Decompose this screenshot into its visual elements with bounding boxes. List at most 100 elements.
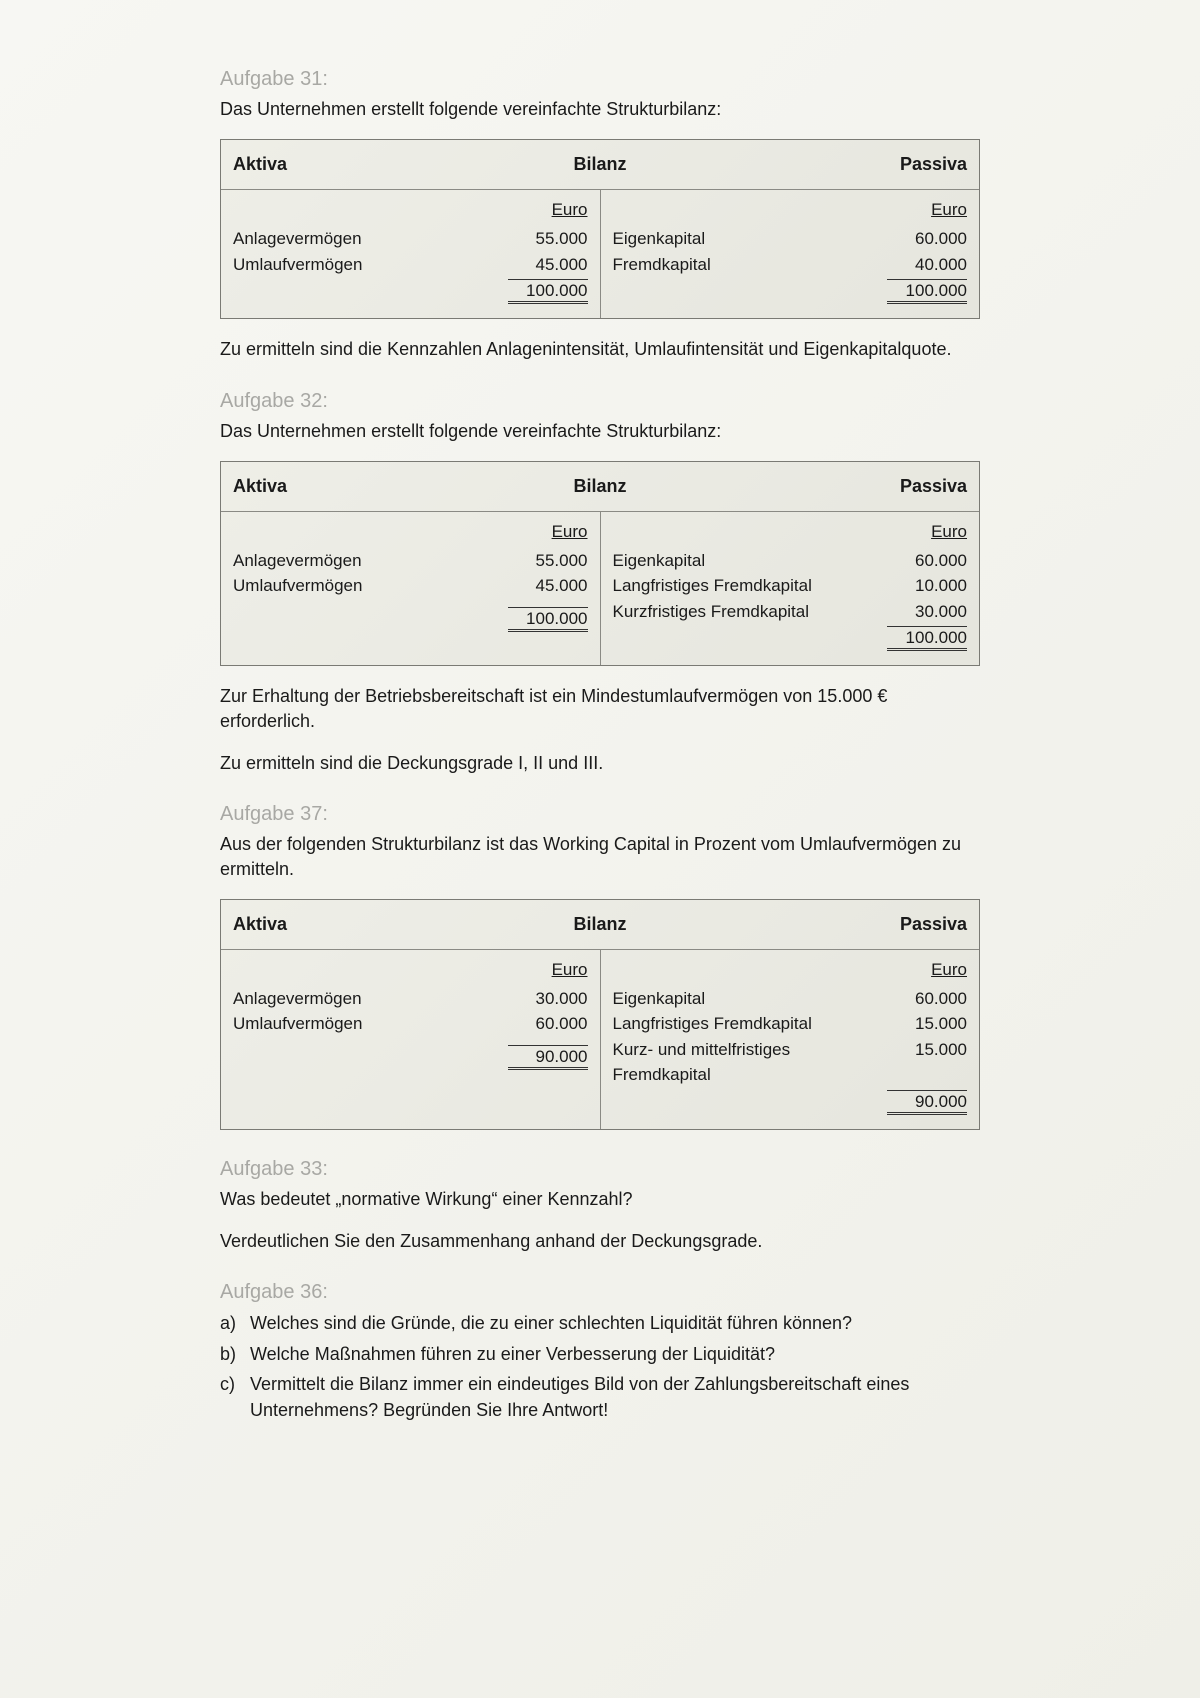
row-value: 60.000 <box>508 1011 588 1037</box>
row-label: Anlagevermögen <box>233 548 370 574</box>
table-row: Umlaufvermögen 45.000 <box>233 573 588 599</box>
table-row: Kurzfristiges Fremdkapital 30.000 <box>613 599 968 625</box>
row-label: Anlagevermögen <box>233 226 370 252</box>
bilanz-table: Aktiva Bilanz Passiva Euro Anlagevermöge… <box>220 139 980 319</box>
row-value: 40.000 <box>887 252 967 278</box>
sum-value: 90.000 <box>508 1045 588 1070</box>
list-marker: b) <box>220 1341 250 1367</box>
row-label: Kurzfristiges Fremdkapital <box>613 599 818 625</box>
bilanz-aktiva-col: Euro Anlagevermögen 55.000 Umlaufvermöge… <box>221 190 601 318</box>
table-row: Anlagevermögen 55.000 <box>233 226 588 252</box>
task-paragraph: Verdeutlichen Sie den Zusammenhang anhan… <box>220 1229 980 1253</box>
bilanz-passiva-col: Euro Eigenkapital 60.000 Langfristiges F… <box>601 950 980 1129</box>
table-row: Langfristiges Fremdkapital 10.000 <box>613 573 968 599</box>
unit-label: Euro <box>552 522 588 542</box>
row-value: 30.000 <box>508 986 588 1012</box>
row-label: Langfristiges Fremdkapital <box>613 1011 820 1037</box>
sum-value: 100.000 <box>508 279 588 304</box>
row-label: Langfristiges Fremdkapital <box>613 573 820 599</box>
list-text: Welches sind die Gründe, die zu einer sc… <box>250 1310 980 1336</box>
task-intro: Das Unternehmen erstellt folgende verein… <box>220 97 980 121</box>
row-label: Umlaufvermögen <box>233 1011 370 1037</box>
bilanz-header-passiva: Passiva <box>639 140 980 189</box>
row-value: 45.000 <box>508 573 588 599</box>
bilanz-table: Aktiva Bilanz Passiva Euro Anlagevermöge… <box>220 461 980 667</box>
bilanz-aktiva-col: Euro Anlagevermögen 55.000 Umlaufvermöge… <box>221 512 601 666</box>
task-heading: Aufgabe 36: <box>220 1281 980 1304</box>
task-intro: Das Unternehmen erstellt folgende verein… <box>220 419 980 443</box>
table-row: Fremdkapital 40.000 <box>613 252 968 278</box>
row-value: 45.000 <box>508 252 588 278</box>
bilanz-header-aktiva: Aktiva <box>221 900 562 949</box>
bilanz-header-title: Bilanz <box>562 462 639 511</box>
unit-label: Euro <box>931 522 967 542</box>
row-value: 60.000 <box>887 986 967 1012</box>
task-heading: Aufgabe 31: <box>220 68 980 91</box>
sum-value: 100.000 <box>887 626 967 651</box>
bilanz-header-title: Bilanz <box>562 900 639 949</box>
table-row: Eigenkapital 60.000 <box>613 986 968 1012</box>
row-value: 60.000 <box>887 548 967 574</box>
task-list: a) Welches sind die Gründe, die zu einer… <box>220 1310 980 1422</box>
bilanz-header-aktiva: Aktiva <box>221 462 562 511</box>
table-row: Anlagevermögen 55.000 <box>233 548 588 574</box>
bilanz-header-row: Aktiva Bilanz Passiva <box>221 900 979 950</box>
task-heading: Aufgabe 32: <box>220 390 980 413</box>
row-value: 10.000 <box>887 573 967 599</box>
bilanz-header-passiva: Passiva <box>639 900 980 949</box>
unit-label: Euro <box>552 960 588 980</box>
unit-label: Euro <box>931 960 967 980</box>
task-heading: Aufgabe 37: <box>220 803 980 826</box>
row-value: 60.000 <box>887 226 967 252</box>
table-row: Umlaufvermögen 45.000 <box>233 252 588 278</box>
row-label: Eigenkapital <box>613 986 714 1012</box>
bilanz-body: Euro Anlagevermögen 30.000 Umlaufvermöge… <box>221 950 979 1129</box>
unit-label: Euro <box>552 200 588 220</box>
bilanz-body: Euro Anlagevermögen 55.000 Umlaufvermöge… <box>221 190 979 318</box>
row-label: Anlagevermögen <box>233 986 370 1012</box>
unit-label: Euro <box>931 200 967 220</box>
table-row: Umlaufvermögen 60.000 <box>233 1011 588 1037</box>
task-paragraph: Zur Erhaltung der Betriebsbereitschaft i… <box>220 684 980 733</box>
task-paragraph: Was bedeutet „normative Wirkung“ einer K… <box>220 1187 980 1211</box>
task-heading: Aufgabe 33: <box>220 1158 980 1181</box>
bilanz-body: Euro Anlagevermögen 55.000 Umlaufvermöge… <box>221 512 979 666</box>
page: Aufgabe 31: Das Unternehmen erstellt fol… <box>0 0 1200 1698</box>
list-item: a) Welches sind die Gründe, die zu einer… <box>220 1310 980 1336</box>
bilanz-header-aktiva: Aktiva <box>221 140 562 189</box>
row-label: Fremdkapital <box>613 252 719 278</box>
bilanz-table: Aktiva Bilanz Passiva Euro Anlagevermöge… <box>220 899 980 1130</box>
sum-value: 100.000 <box>508 607 588 632</box>
list-marker: c) <box>220 1371 250 1423</box>
bilanz-passiva-col: Euro Eigenkapital 60.000 Fremdkapital 40… <box>601 190 980 318</box>
row-label: Umlaufvermögen <box>233 252 370 278</box>
table-row: Anlagevermögen 30.000 <box>233 986 588 1012</box>
task-paragraph: Zu ermitteln sind die Kennzahlen Anlagen… <box>220 337 980 361</box>
table-row: Eigenkapital 60.000 <box>613 226 968 252</box>
bilanz-aktiva-col: Euro Anlagevermögen 30.000 Umlaufvermöge… <box>221 950 601 1129</box>
list-marker: a) <box>220 1310 250 1336</box>
list-text: Vermittelt die Bilanz immer ein eindeuti… <box>250 1371 980 1423</box>
row-value: 15.000 <box>887 1011 967 1037</box>
row-value: 55.000 <box>508 548 588 574</box>
table-row: Langfristiges Fremdkapital 15.000 <box>613 1011 968 1037</box>
list-item: b) Welche Maßnahmen führen zu einer Verb… <box>220 1341 980 1367</box>
row-value: 55.000 <box>508 226 588 252</box>
sum-value: 100.000 <box>887 279 967 304</box>
bilanz-header-passiva: Passiva <box>639 462 980 511</box>
table-row: Kurz- und mittelfristiges Fremdkapital 1… <box>613 1037 968 1088</box>
list-item: c) Vermittelt die Bilanz immer ein einde… <box>220 1371 980 1423</box>
table-row: Eigenkapital 60.000 <box>613 548 968 574</box>
task-intro: Aus der folgenden Strukturbilanz ist das… <box>220 832 980 881</box>
row-label: Eigenkapital <box>613 548 714 574</box>
task-paragraph: Zu ermitteln sind die Deckungsgrade I, I… <box>220 751 980 775</box>
row-value: 30.000 <box>887 599 967 625</box>
bilanz-passiva-col: Euro Eigenkapital 60.000 Langfristiges F… <box>601 512 980 666</box>
bilanz-header-row: Aktiva Bilanz Passiva <box>221 140 979 190</box>
row-label: Umlaufvermögen <box>233 573 370 599</box>
row-label: Kurz- und mittelfristiges Fremdkapital <box>613 1037 888 1088</box>
row-label: Eigenkapital <box>613 226 714 252</box>
list-text: Welche Maßnahmen führen zu einer Verbess… <box>250 1341 980 1367</box>
row-value: 15.000 <box>887 1037 967 1088</box>
sum-value: 90.000 <box>887 1090 967 1115</box>
